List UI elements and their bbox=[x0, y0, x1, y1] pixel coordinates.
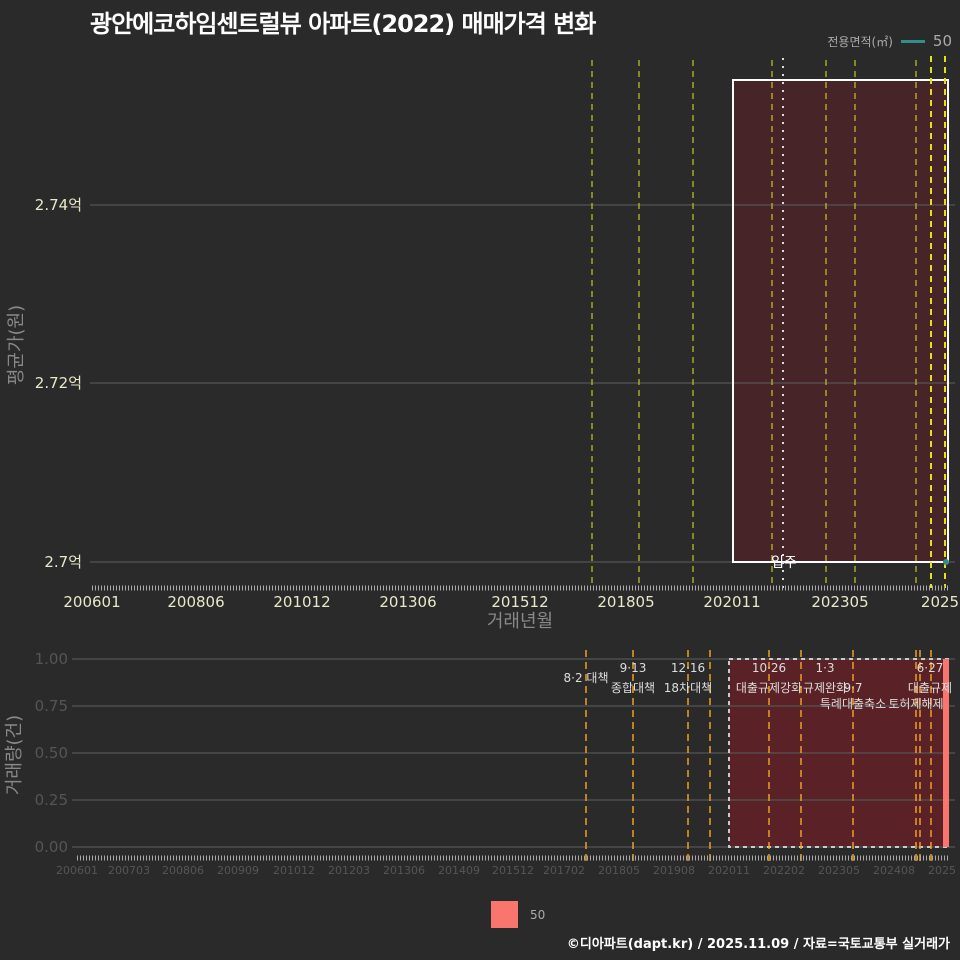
chart-title: 광안에코하임센트럴뷰 아파트(2022) 매매가격 변화 bbox=[90, 10, 596, 38]
svg-text:201805: 201805 bbox=[598, 864, 640, 877]
x-axis-title: 거래년월 bbox=[487, 611, 553, 632]
volume-chart: 8·2 대책 9·13 종합대책 12·16 18차대책 10·26 대출규제강… bbox=[4, 650, 956, 877]
svg-text:200601: 200601 bbox=[56, 864, 98, 877]
svg-text:201012: 201012 bbox=[273, 593, 330, 611]
svg-text:규제완화: 규제완화 bbox=[803, 681, 847, 695]
highlight-box-border bbox=[732, 79, 949, 563]
svg-text:201012: 201012 bbox=[273, 864, 315, 877]
legend-top: 전용면적(㎡) 50 bbox=[827, 32, 952, 50]
data-point bbox=[943, 559, 949, 565]
svg-text:1·3: 1·3 bbox=[815, 661, 834, 675]
svg-text:201512: 201512 bbox=[491, 593, 548, 611]
svg-text:2025: 2025 bbox=[921, 593, 959, 611]
footer-credit: ©디아파트(dapt.kr) / 2025.11.09 / 자료=국토교통부 실… bbox=[566, 937, 950, 952]
legend-item-label: 50 bbox=[530, 907, 546, 922]
svg-text:202011: 202011 bbox=[703, 593, 760, 611]
svg-text:202202: 202202 bbox=[763, 864, 805, 877]
svg-text:201306: 201306 bbox=[379, 593, 436, 611]
legend-title: 전용면적(㎡) bbox=[827, 34, 893, 49]
svg-text:0.50: 0.50 bbox=[35, 744, 68, 762]
highlight-region bbox=[733, 80, 948, 562]
svg-text:대출규제강화: 대출규제강화 bbox=[736, 681, 802, 695]
svg-text:0.25: 0.25 bbox=[35, 791, 68, 809]
svg-text:2.72억: 2.72억 bbox=[35, 374, 82, 392]
svg-text:200806: 200806 bbox=[162, 864, 204, 877]
svg-text:0.00: 0.00 bbox=[35, 838, 68, 856]
price-chart: 입주 2.74억 2.72억 2.7억 평균가(원) 200601 200806… bbox=[6, 56, 959, 632]
svg-text:200909: 200909 bbox=[217, 864, 259, 877]
policy-annotations: 8·2 대책 9·13 종합대책 12·16 18차대책 10·26 대출규제강… bbox=[564, 661, 953, 711]
svg-text:8·2 대책: 8·2 대책 bbox=[564, 670, 609, 685]
svg-text:200601: 200601 bbox=[63, 593, 120, 611]
svg-text:202305: 202305 bbox=[811, 593, 868, 611]
legend-item-label: 50 bbox=[932, 32, 952, 50]
legend-fill-swatch-icon bbox=[491, 901, 518, 928]
svg-text:9·7: 9·7 bbox=[843, 681, 862, 695]
svg-text:12·16: 12·16 bbox=[671, 661, 705, 675]
x-axis-labels: 200601 200806 201012 201306 201512 20180… bbox=[63, 593, 959, 611]
svg-text:202305: 202305 bbox=[818, 864, 860, 877]
svg-text:201908: 201908 bbox=[653, 864, 695, 877]
svg-text:토허제해제: 토허제해제 bbox=[888, 697, 943, 711]
svg-text:특례대출축소: 특례대출축소 bbox=[820, 697, 886, 711]
policy-lines bbox=[591, 60, 917, 588]
svg-text:200703: 200703 bbox=[108, 864, 150, 877]
legend-line-swatch-icon bbox=[900, 39, 925, 43]
y-axis-labels: 2.74억 2.72억 2.7억 bbox=[35, 196, 82, 571]
svg-text:종합대책: 종합대책 bbox=[611, 680, 655, 695]
x-axis-labels: 200601 200703 200806 200909 201012 20120… bbox=[56, 864, 956, 877]
y-axis-labels: 1.00 0.75 0.50 0.25 0.00 bbox=[35, 650, 68, 856]
svg-text:201409: 201409 bbox=[438, 864, 480, 877]
svg-text:2025: 2025 bbox=[928, 864, 956, 877]
svg-text:201512: 201512 bbox=[492, 864, 534, 877]
svg-text:9·13: 9·13 bbox=[620, 661, 647, 675]
volume-bar bbox=[943, 659, 949, 847]
svg-text:2.74억: 2.74억 bbox=[35, 196, 82, 214]
svg-text:202011: 202011 bbox=[708, 864, 750, 877]
y-axis-title: 거래량(건) bbox=[4, 715, 25, 795]
svg-text:1.00: 1.00 bbox=[35, 650, 68, 668]
svg-text:201702: 201702 bbox=[543, 864, 585, 877]
svg-text:201805: 201805 bbox=[597, 593, 654, 611]
svg-text:2.7억: 2.7억 bbox=[44, 553, 82, 571]
svg-text:18차대책: 18차대책 bbox=[664, 680, 712, 695]
svg-text:201306: 201306 bbox=[383, 864, 425, 877]
svg-text:6·27: 6·27 bbox=[917, 661, 944, 675]
svg-text:202408: 202408 bbox=[873, 864, 915, 877]
svg-text:10·26: 10·26 bbox=[752, 661, 786, 675]
y-axis-title: 평균가(원) bbox=[6, 305, 27, 385]
svg-text:200806: 200806 bbox=[167, 593, 224, 611]
legend-bottom: 50 bbox=[491, 901, 545, 928]
svg-text:0.75: 0.75 bbox=[35, 697, 68, 715]
move-in-label: 입주 bbox=[771, 555, 797, 571]
svg-text:201203: 201203 bbox=[328, 864, 370, 877]
svg-text:대출규제: 대출규제 bbox=[908, 681, 952, 695]
